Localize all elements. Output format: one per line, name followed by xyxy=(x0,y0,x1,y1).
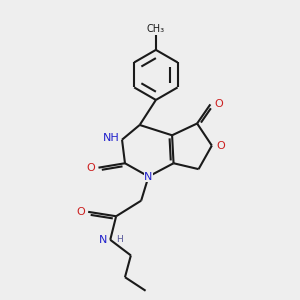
Text: H: H xyxy=(116,235,123,244)
Text: CH₃: CH₃ xyxy=(147,24,165,34)
Text: O: O xyxy=(216,141,225,151)
Text: O: O xyxy=(76,207,85,217)
Text: N: N xyxy=(99,235,107,245)
Text: O: O xyxy=(215,99,224,110)
Text: O: O xyxy=(86,163,95,173)
Text: N: N xyxy=(144,172,153,182)
Text: NH: NH xyxy=(103,133,120,143)
